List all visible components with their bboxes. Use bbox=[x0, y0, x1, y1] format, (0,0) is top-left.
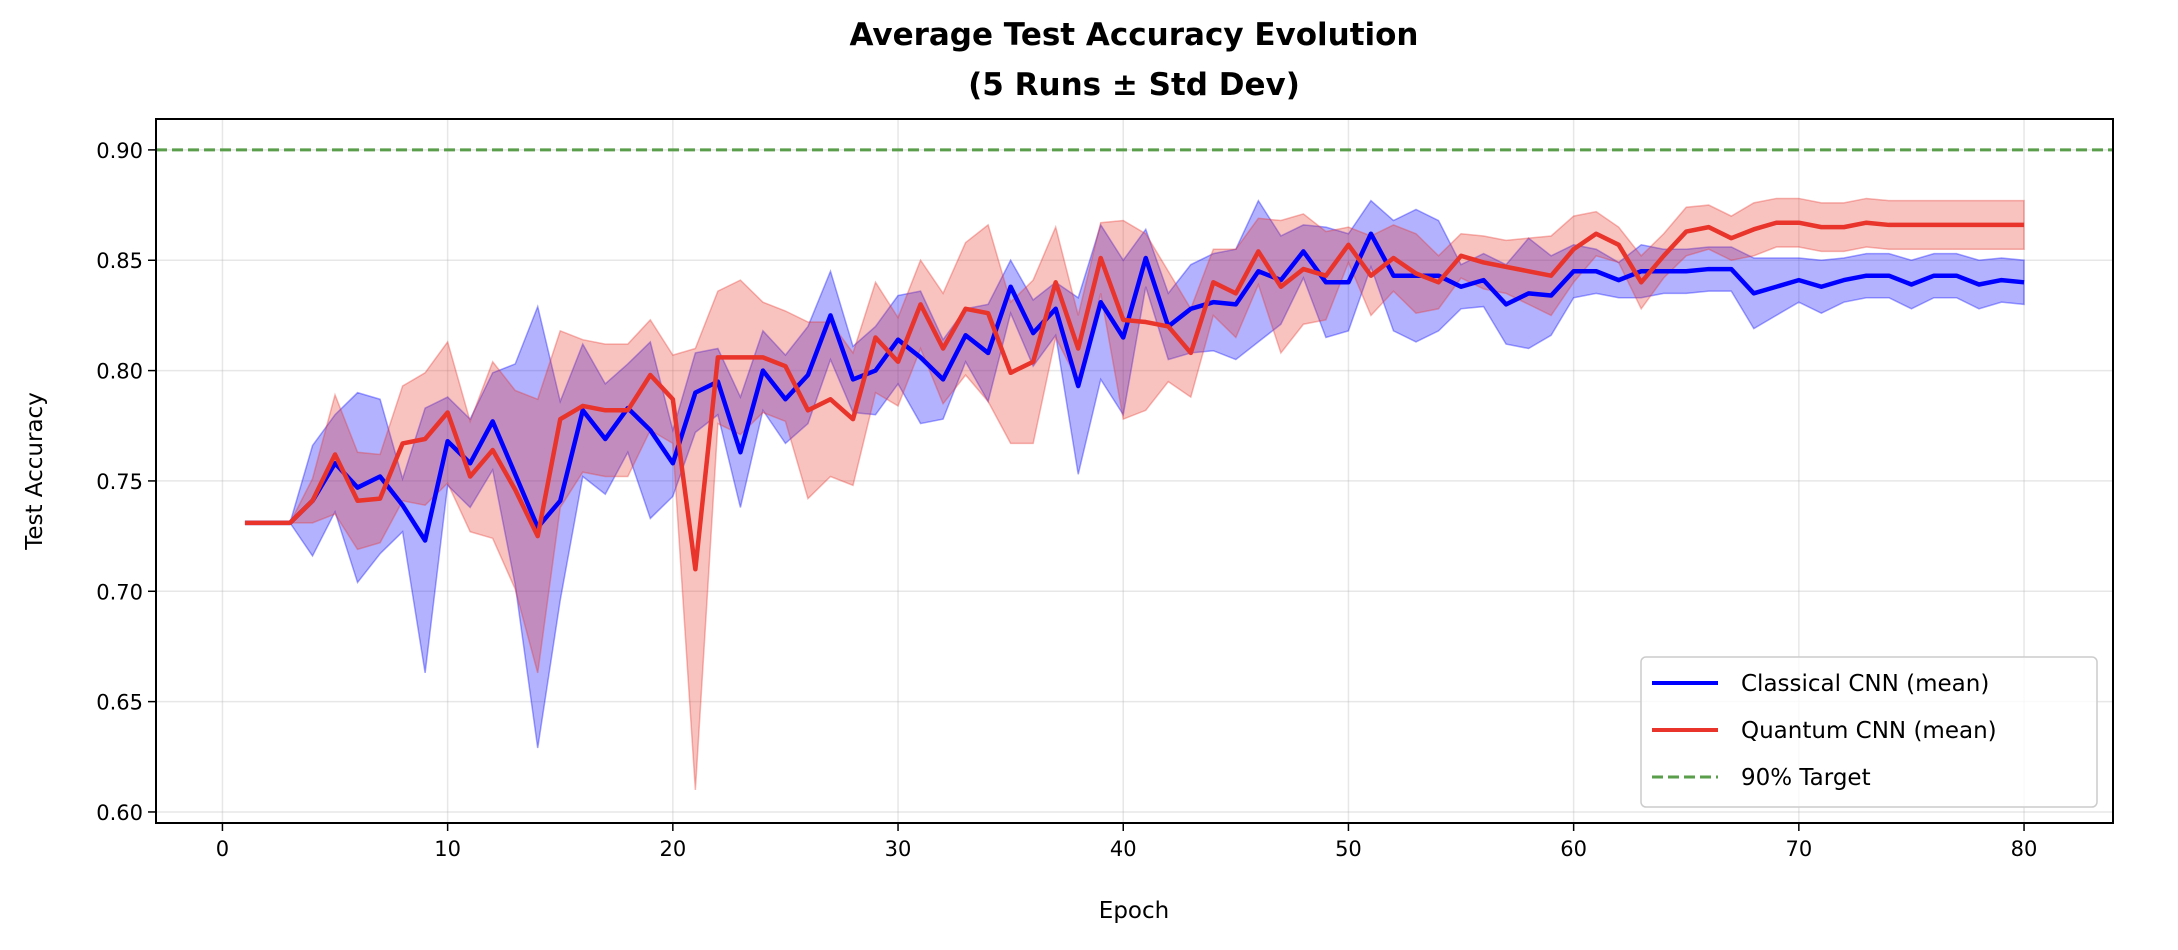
series-line-quantum bbox=[244, 220, 2025, 572]
legend-label-target: 90% Target bbox=[1741, 765, 1871, 791]
x-tick-label: 20 bbox=[659, 837, 686, 861]
y-tick-label: 0.70 bbox=[96, 580, 143, 604]
chart-subtitle: (5 Runs ± Std Dev) bbox=[968, 67, 1300, 103]
grid bbox=[156, 119, 2113, 823]
legend-box bbox=[1640, 656, 2098, 808]
std-band-classical bbox=[244, 199, 2025, 749]
series-lines bbox=[156, 148, 2113, 572]
axes-frame bbox=[155, 118, 2114, 824]
ticks: 0 10 20 30 40 50 60 70 80 0.60 0.65 0.70 0.75 0.80 0.8… bbox=[96, 139, 2037, 861]
y-tick-label: 0.85 bbox=[96, 249, 143, 273]
legend-label-classical: Classical CNN (mean) bbox=[1741, 671, 1989, 697]
x-tick-label: 60 bbox=[1560, 837, 1587, 861]
y-tick-label: 0.60 bbox=[96, 801, 143, 825]
x-tick-label: 70 bbox=[1785, 837, 1812, 861]
y-tick-label: 0.65 bbox=[96, 691, 143, 715]
legend-label-quantum: Quantum CNN (mean) bbox=[1741, 718, 1997, 744]
x-tick-label: 40 bbox=[1110, 837, 1137, 861]
x-tick-label: 0 bbox=[216, 837, 229, 861]
y-tick-label: 0.80 bbox=[96, 360, 143, 384]
legend: Classical CNN (mean) Quantum CNN (mean) … bbox=[1640, 656, 2098, 808]
y-tick-label: 0.90 bbox=[96, 139, 143, 163]
chart-title: Average Test Accuracy Evolution bbox=[849, 17, 1418, 53]
x-tick-label: 50 bbox=[1335, 837, 1362, 861]
x-axis-label: Epoch bbox=[1099, 898, 1169, 924]
y-tick-label: 0.75 bbox=[96, 470, 143, 494]
x-tick-label: 30 bbox=[885, 837, 912, 861]
y-axis-label: Test Accuracy bbox=[22, 392, 48, 551]
x-tick-label: 80 bbox=[2011, 837, 2038, 861]
x-tick-label: 10 bbox=[434, 837, 461, 861]
